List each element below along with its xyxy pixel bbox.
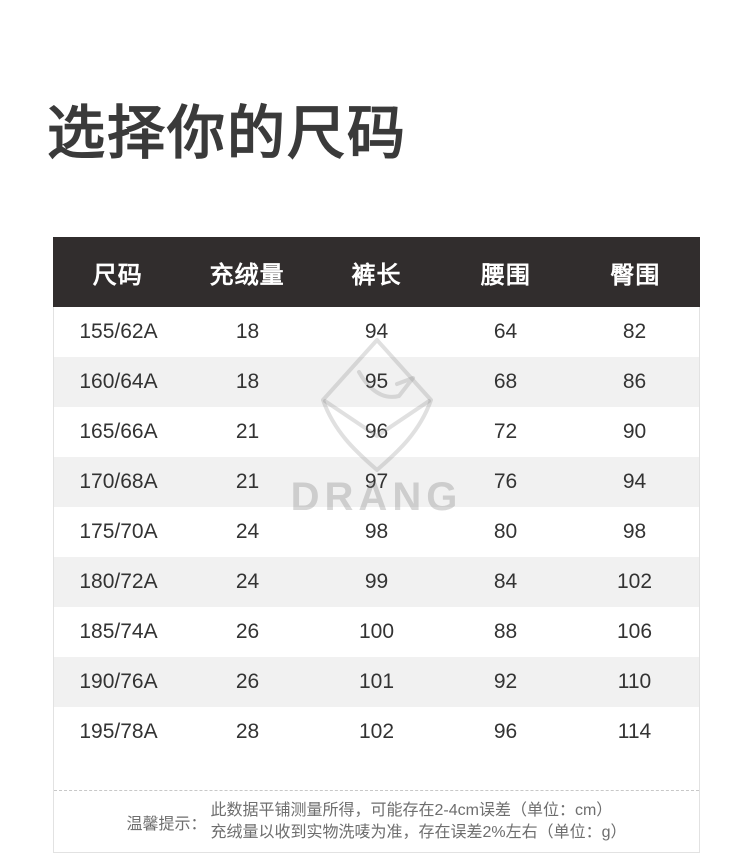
table-row: 180/72A 24 99 84 102 [54, 557, 699, 607]
header-cell-pant-length: 裤长 [351, 261, 402, 289]
hip-cell: 106 [616, 620, 653, 643]
waist-cell: 76 [493, 470, 518, 493]
pant-length-cell: 94 [364, 320, 389, 343]
hip-cell: 110 [617, 670, 652, 693]
notice-line-1: 此数据平铺测量所得，可能存在2-4cm误差（单位：cm） [210, 801, 613, 819]
size-cell: 180/72A [79, 570, 158, 593]
header-cell-waist: 腰围 [480, 261, 531, 289]
size-cell: 155/62A [79, 320, 158, 343]
down-fill-cell: 24 [235, 520, 260, 543]
size-cell: 175/70A [79, 520, 158, 543]
waist-cell: 64 [493, 320, 518, 343]
table-row: 195/78A 28 102 96 114 [54, 707, 699, 757]
down-fill-cell: 28 [235, 720, 260, 743]
table-row: 155/62A 18 94 64 82 [54, 307, 699, 357]
notice-line-2: 充绒量以收到实物洗唛为准，存在误差2%左右（单位：g） [210, 823, 627, 841]
table-body: 155/62A 18 94 64 82 160/64A 18 95 68 86 … [54, 307, 699, 757]
notice-label: 温馨提示： [126, 815, 207, 833]
table-row: 170/68A 21 97 76 94 [54, 457, 699, 507]
size-cell: 195/78A [79, 720, 158, 743]
waist-cell: 84 [493, 570, 518, 593]
pant-length-cell: 102 [358, 720, 395, 743]
pant-length-cell: 96 [364, 420, 389, 443]
pant-length-cell: 100 [358, 620, 395, 643]
pant-length-cell: 98 [364, 520, 389, 543]
size-cell: 165/66A [79, 420, 158, 443]
down-fill-cell: 26 [235, 670, 260, 693]
header-cell-hip: 臀围 [610, 261, 661, 289]
table-header-row: 尺码 充绒量 裤长 腰围 臀围 [53, 237, 700, 307]
hip-cell: 94 [622, 470, 647, 493]
header-cell-size: 尺码 [92, 261, 143, 289]
page-title: 选择你的尺码 [47, 101, 408, 166]
hip-cell: 86 [622, 370, 647, 393]
size-cell: 170/68A [79, 470, 158, 493]
hip-cell: 98 [622, 520, 647, 543]
waist-cell: 88 [493, 620, 518, 643]
waist-cell: 68 [493, 370, 518, 393]
hip-cell: 82 [622, 320, 647, 343]
waist-cell: 72 [493, 420, 518, 443]
notice-text: 此数据平铺测量所得，可能存在2-4cm误差（单位：cm） 充绒量以收到实物洗唛为… [210, 800, 626, 844]
down-fill-cell: 21 [235, 420, 260, 443]
header-cell-down-fill: 充绒量 [209, 261, 285, 289]
size-cell: 160/64A [79, 370, 158, 393]
spacer [54, 757, 699, 790]
pant-length-cell: 101 [358, 670, 395, 693]
down-fill-cell: 18 [235, 320, 260, 343]
size-cell: 185/74A [79, 620, 158, 643]
size-cell: 190/76A [79, 670, 158, 693]
waist-cell: 96 [493, 720, 518, 743]
notice-bar: 温馨提示： 此数据平铺测量所得，可能存在2-4cm误差（单位：cm） 充绒量以收… [54, 790, 699, 852]
down-fill-cell: 18 [235, 370, 260, 393]
waist-cell: 92 [493, 670, 518, 693]
hip-cell: 90 [622, 420, 647, 443]
pant-length-cell: 99 [364, 570, 389, 593]
pant-length-cell: 97 [364, 470, 389, 493]
hip-cell: 114 [617, 720, 652, 743]
pant-length-cell: 95 [364, 370, 389, 393]
down-fill-cell: 24 [235, 570, 260, 593]
down-fill-cell: 26 [235, 620, 260, 643]
table-row: 175/70A 24 98 80 98 [54, 507, 699, 557]
size-chart-table: 尺码 充绒量 裤长 腰围 臀围 155/62A 18 94 64 82 160/… [53, 237, 700, 853]
table-row: 190/76A 26 101 92 110 [54, 657, 699, 707]
waist-cell: 80 [493, 520, 518, 543]
table-row: 165/66A 21 96 72 90 [54, 407, 699, 457]
hip-cell: 102 [616, 570, 653, 593]
table-row: 160/64A 18 95 68 86 [54, 357, 699, 407]
down-fill-cell: 21 [235, 470, 260, 493]
table-row: 185/74A 26 100 88 106 [54, 607, 699, 657]
